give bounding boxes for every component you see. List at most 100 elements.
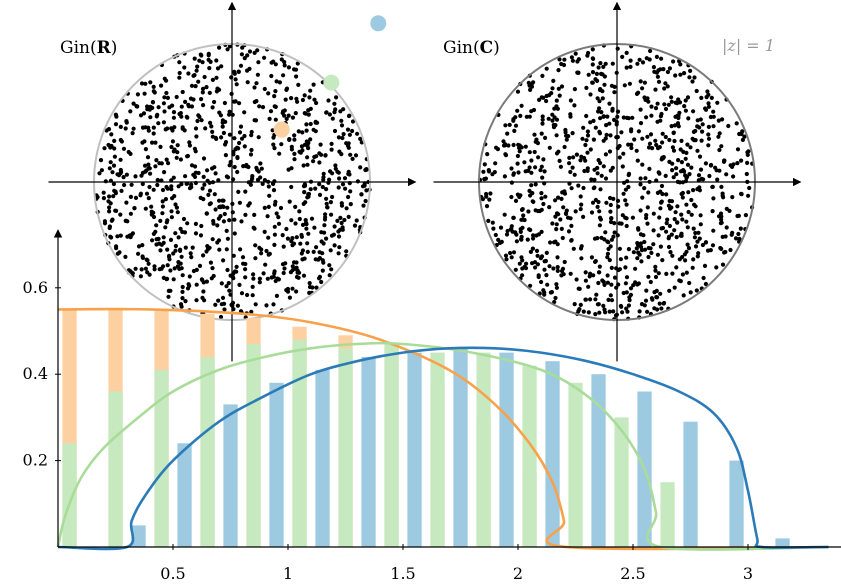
eigenvalue-dot-real [108,160,113,165]
eigenvalue-dot-real [198,233,204,238]
eigenvalue-dot-complex [654,295,659,300]
eigenvalue-dot-complex [667,198,672,204]
eigenvalue-dot-complex [658,118,663,123]
eigenvalue-dot-complex [611,309,616,314]
eigenvalue-dot-complex [490,220,495,225]
eigenvalue-dot-real [326,98,331,103]
eigenvalue-dot-complex [677,278,682,283]
eigenvalue-dot-complex [654,142,659,148]
eigenvalue-dot-real [333,166,338,171]
eigenvalue-dot-complex [527,150,532,155]
eigenvalue-dot-complex [508,227,513,232]
eigenvalue-dot-real [348,152,353,157]
eigenvalue-dot-complex [620,54,625,60]
eigenvalue-dot-complex [511,117,516,122]
eigenvalue-dot-real [179,254,184,259]
eigenvalue-dot-real [337,176,342,181]
eigenvalue-dot-real [322,223,327,228]
eigenvalue-dot-complex [640,86,645,91]
eigenvalue-dot-complex [592,236,598,241]
eigenvalue-dot-real [313,119,318,124]
eigenvalue-dot-complex [554,222,559,227]
eigenvalue-dot-complex [718,211,724,216]
eigenvalue-dot-real [204,85,209,90]
eigenvalue-dot-complex [662,86,667,91]
eigenvalue-dot-real [311,159,316,164]
eigenvalue-dot-real [190,245,195,250]
eigenvalue-dot-complex [717,147,722,153]
histogram-bar-series-3 [775,538,790,547]
eigenvalue-dot-complex [659,199,664,204]
eigenvalue-dot-complex [506,143,511,148]
eigenvalue-dot-complex [557,57,562,62]
eigenvalue-dot-real [249,129,254,135]
eigenvalue-dot-complex [686,116,691,121]
eigenvalue-dot-real [260,105,266,110]
eigenvalue-dot-real [270,128,275,133]
x-tick-label: 2 [513,564,523,583]
eigenvalue-dot-real [211,218,216,224]
eigenvalue-dot-complex [512,128,517,133]
eigenvalue-dot-real [142,163,148,168]
eigenvalue-dot-real [164,157,169,162]
eigenvalue-dot-complex [692,75,697,80]
eigenvalue-dot-complex [553,295,558,301]
eigenvalue-dot-complex [528,227,533,233]
eigenvalue-dot-complex [601,164,606,169]
gin-real-eigenvalues [94,42,372,320]
eigenvalue-dot-real [104,128,109,133]
eigenvalue-dot-real [131,101,136,106]
eigenvalue-dot-real [292,137,297,142]
eigenvalue-dot-complex [507,122,512,127]
eigenvalue-dot-real [273,62,278,67]
eigenvalue-dot-complex [629,129,634,134]
eigenvalue-dot-complex [531,107,537,113]
eigenvalue-dot-complex [542,267,547,272]
eigenvalue-dot-complex [511,142,516,148]
eigenvalue-dot-complex [675,121,681,126]
eigenvalue-dot-real [219,64,224,69]
eigenvalue-dot-real [304,122,309,127]
eigenvalue-dot-real [199,277,204,282]
eigenvalue-dot-complex [672,228,677,233]
eigenvalue-dot-real [189,255,194,260]
eigenvalue-dot-real [165,247,170,252]
eigenvalue-dot-real [332,101,337,106]
eigenvalue-dot-complex [608,133,613,138]
eigenvalue-dot-real [165,95,170,100]
eigenvalue-dot-real [245,292,250,298]
eigenvalue-dot-complex [670,253,675,258]
eigenvalue-dot-complex [608,219,614,225]
eigenvalue-dot-complex [602,82,607,87]
eigenvalue-dot-complex [562,259,567,265]
eigenvalue-dot-complex [599,173,604,178]
eigenvalue-dot-real [227,132,232,137]
eigenvalue-dot-real [154,242,159,247]
eigenvalue-dot-complex [666,234,672,239]
eigenvalue-dot-real [210,237,215,242]
eigenvalue-dot-real [281,73,286,78]
eigenvalue-dot-real [271,142,276,147]
gin-complex-panel: Gin(C) |z| = 1 [433,1,802,362]
eigenvalue-dot-real [257,276,262,281]
eigenvalue-dot-complex [621,290,626,296]
eigenvalue-dot-real [314,245,319,250]
eigenvalue-dot-complex [687,75,692,80]
eigenvalue-dot-complex [516,170,521,175]
eigenvalue-dot-real [180,289,185,294]
eigenvalue-dot-complex [498,225,504,230]
eigenvalue-dot-real [200,86,206,91]
histogram-bar-series-3 [683,421,698,547]
eigenvalue-dot-real [177,70,182,76]
eigenvalue-dot-complex [669,99,674,104]
eigenvalue-dot-complex [595,302,601,307]
eigenvalue-dot-complex [597,310,602,315]
eigenvalue-dot-real [101,190,106,195]
histogram-bar-series-3 [591,374,606,547]
eigenvalue-dot-real [107,166,112,171]
eigenvalue-dot-complex [720,262,726,267]
eigenvalue-dot-real [227,288,232,293]
eigenvalue-dot-real [201,280,206,285]
eigenvalue-dot-real [147,166,152,171]
eigenvalue-dot-real [222,100,227,106]
